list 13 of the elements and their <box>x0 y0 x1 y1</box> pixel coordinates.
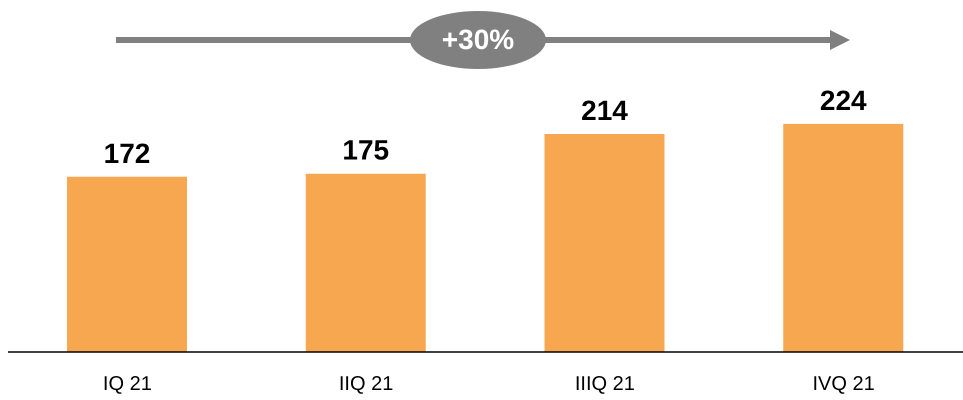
data-label: 214 <box>581 95 628 126</box>
bar <box>544 134 664 352</box>
data-label: 172 <box>104 138 150 169</box>
x-tick-label: IIIQ 21 <box>574 373 635 396</box>
x-tick-label: IIQ 21 <box>338 373 394 396</box>
bar <box>783 124 904 352</box>
text: +30% <box>440 23 516 57</box>
x-tick-label: IVQ 21 <box>812 373 875 396</box>
bar <box>67 176 187 352</box>
x-tick-label: IQ 21 <box>102 373 152 396</box>
data-label: 175 <box>342 134 390 166</box>
bar <box>306 174 426 352</box>
data-label: 224 <box>820 84 868 116</box>
